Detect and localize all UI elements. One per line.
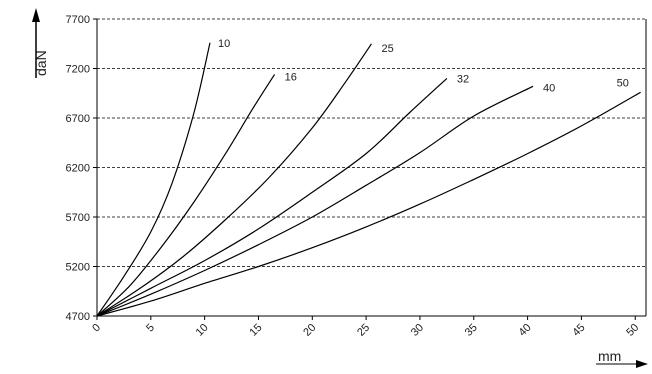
curve-label-32: 32 [457, 73, 469, 85]
curve-16 [96, 74, 276, 317]
y-tick-label: 6200 [66, 163, 90, 175]
x-tick-label: 0 [90, 322, 103, 335]
y-axis-arrow-head [32, 8, 40, 22]
curve-40 [96, 85, 534, 317]
x-tick-label: 50 [624, 322, 641, 339]
x-tick-label: 25 [355, 322, 372, 339]
curve-label-16: 16 [285, 71, 297, 83]
label-layer: 10 16 25 32 40 50 [218, 38, 629, 95]
x-tick-label: 10 [194, 322, 211, 339]
y-tick-label: 7700 [66, 14, 90, 26]
x-tick-label: 40 [517, 322, 534, 339]
y-axis-title: daN [33, 50, 49, 76]
x-tick-label: 35 [463, 322, 480, 339]
curve-32 [96, 77, 448, 317]
x-tick-label: 5 [144, 322, 157, 335]
x-tick-label: 20 [301, 322, 318, 339]
x-axis-title: mm [598, 348, 621, 364]
y-tick-label: 6700 [66, 113, 90, 125]
y-tick-label: 5700 [66, 212, 90, 224]
x-tick-label: 45 [570, 322, 587, 339]
y-tick-label: 7200 [66, 64, 90, 76]
y-tick-label: 5200 [66, 262, 90, 274]
tick-layer: 4700 5200 5700 6200 6700 7200 7700 0 5 10 15 20 25 30… [66, 14, 642, 339]
y-tick-label: 4700 [66, 311, 90, 323]
curve-25 [96, 43, 372, 317]
curve-10 [96, 42, 211, 317]
x-tick-label: 30 [409, 322, 426, 339]
curve-label-25: 25 [382, 43, 394, 55]
curve-label-50: 50 [617, 77, 629, 89]
x-axis-arrow-head [636, 360, 648, 368]
curve-label-10: 10 [218, 38, 230, 50]
curve-layer [96, 42, 641, 317]
x-tick-label: 15 [247, 322, 264, 339]
curve-label-40: 40 [543, 82, 555, 94]
grid-layer [97, 18, 646, 267]
curve-50 [96, 91, 641, 317]
